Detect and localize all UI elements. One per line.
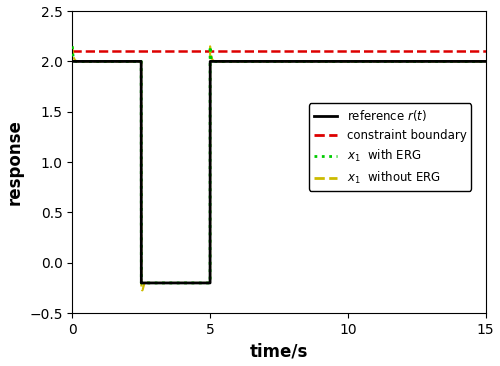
Y-axis label: response: response [6,119,24,205]
Legend: reference $r(t)$, constraint boundary, $x_1$  with ERG, $x_1$  without ERG: reference $r(t)$, constraint boundary, $… [309,103,472,191]
X-axis label: time/s: time/s [250,343,308,361]
